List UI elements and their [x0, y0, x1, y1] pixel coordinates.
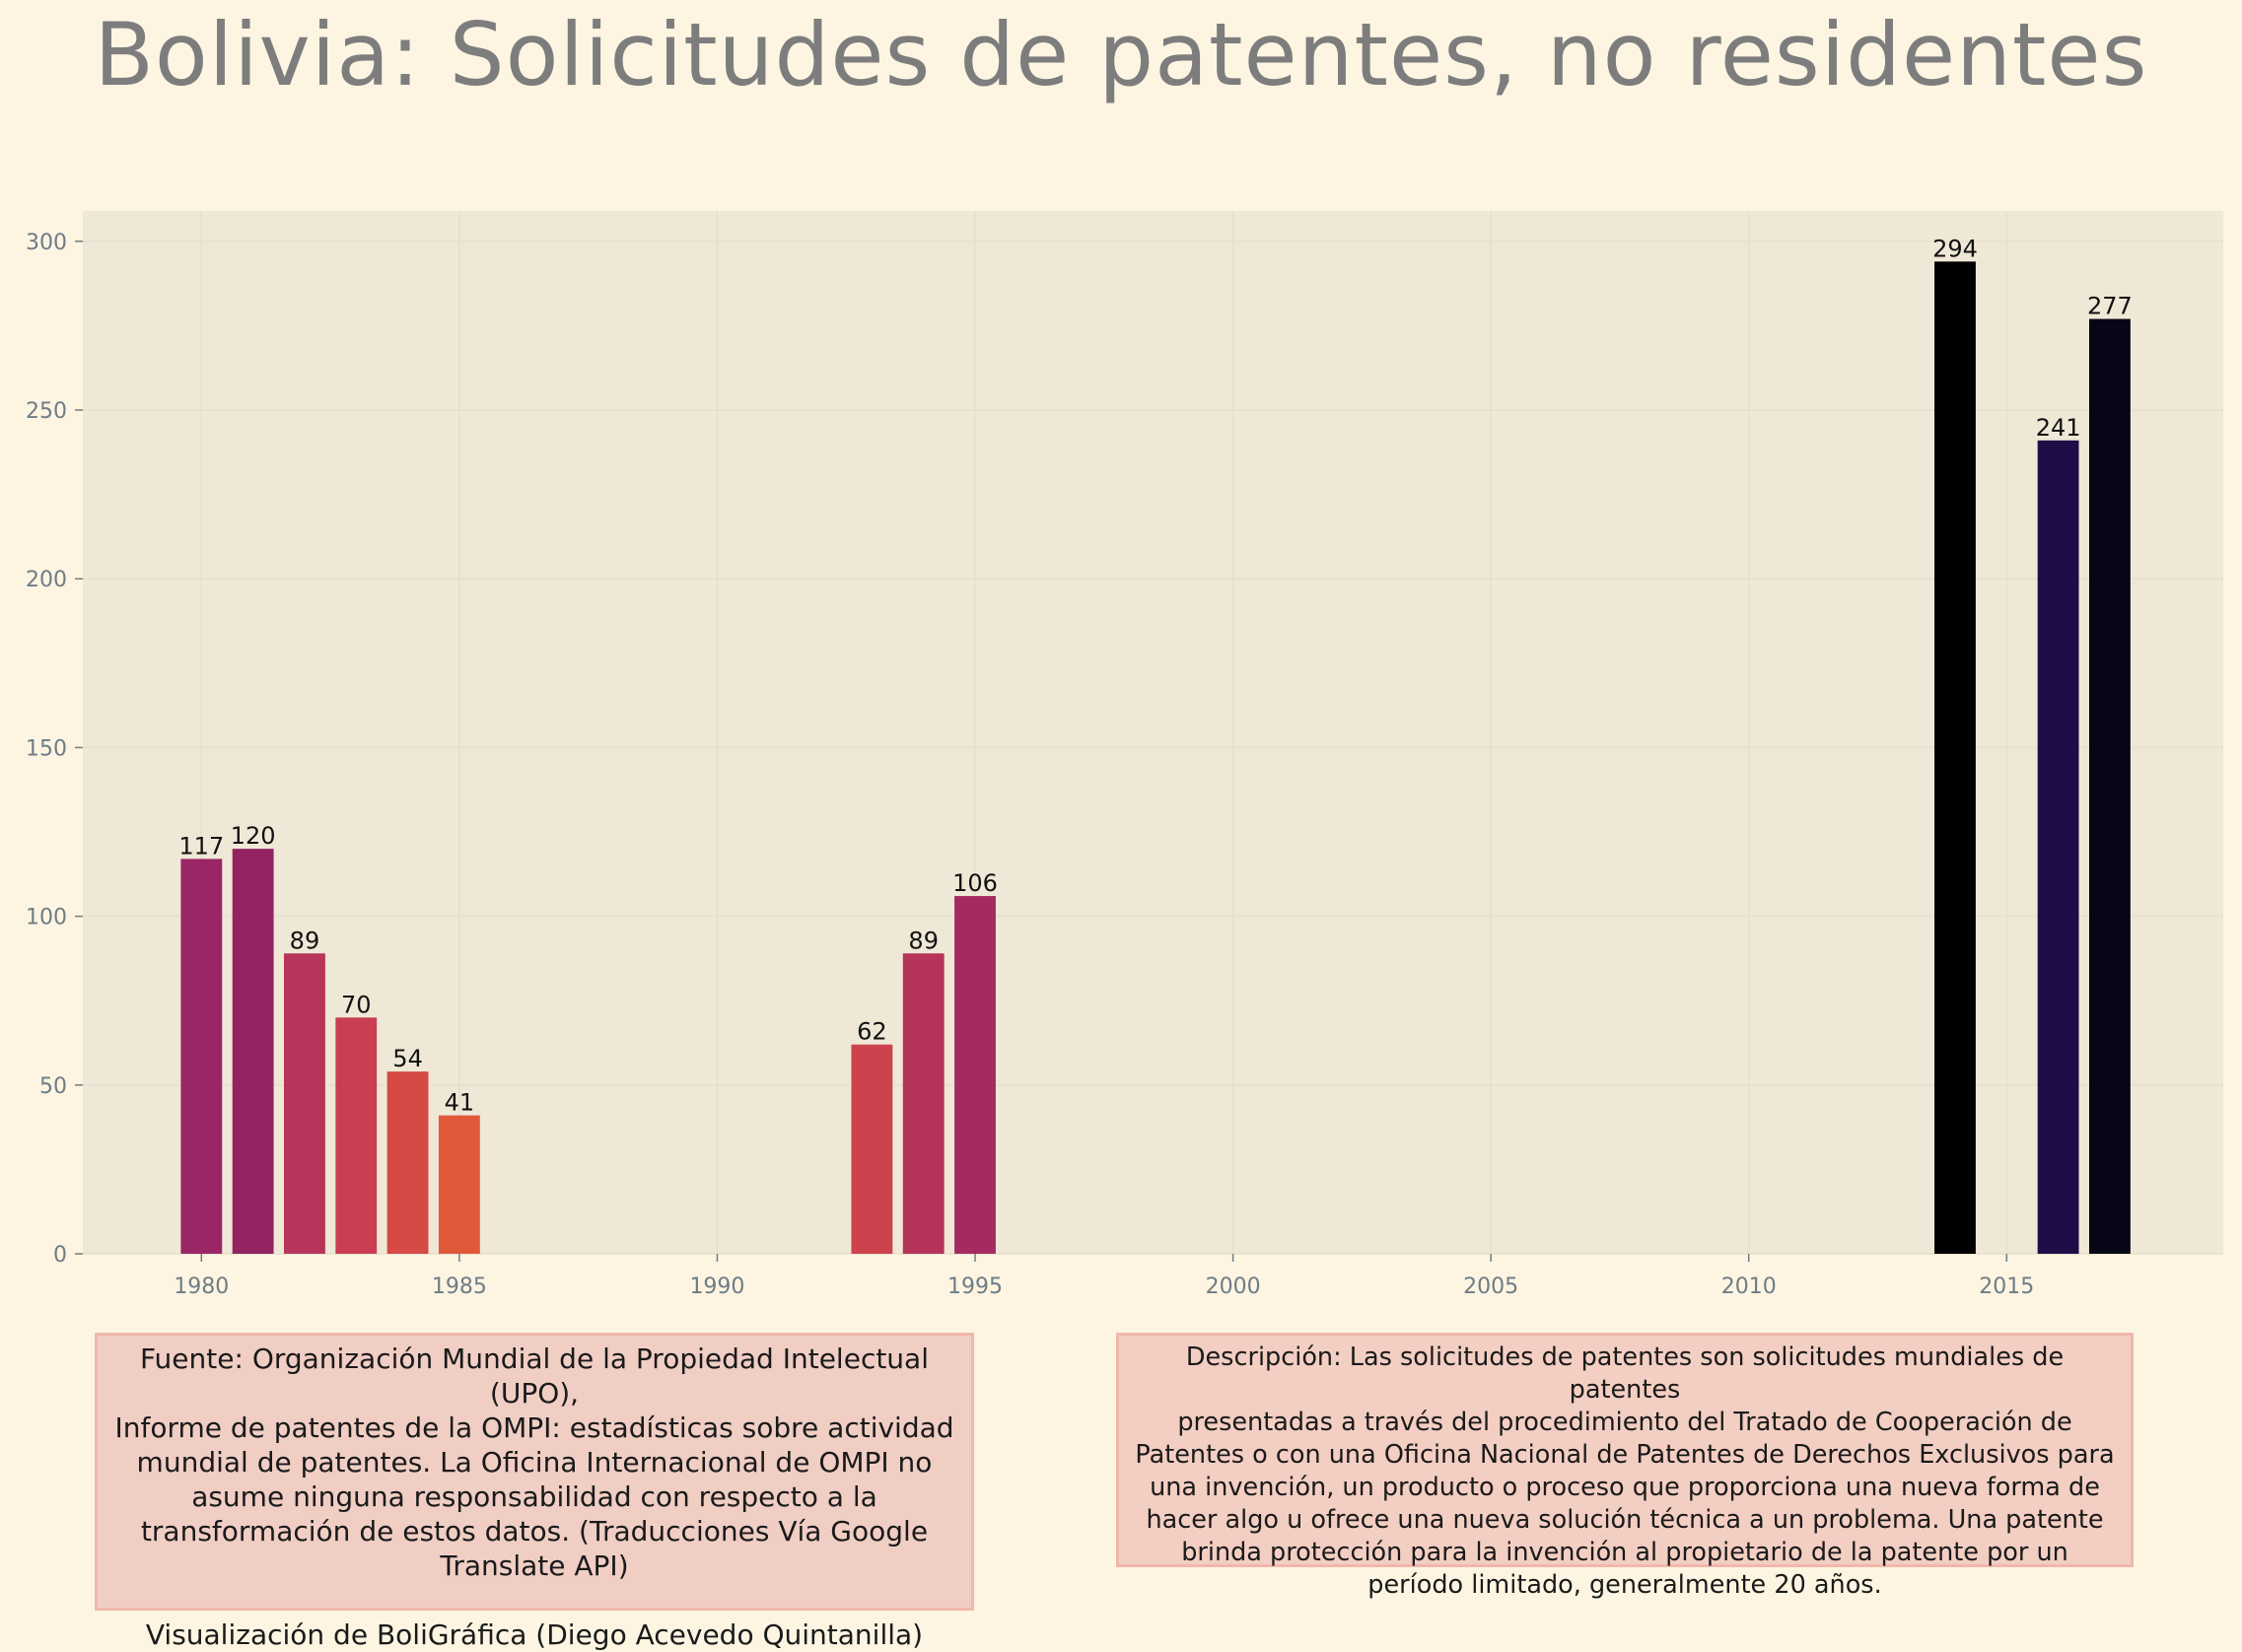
bar-value-label: 89 [908, 927, 939, 954]
description-line: período limitado, generalmente 20 años. [1367, 1570, 1882, 1600]
source-line: Fuente: Organización Mundial de la Propi… [139, 1342, 929, 1410]
bar [954, 896, 996, 1254]
chart-title: Bolivia: Solicitudes de patentes, no res… [94, 4, 2148, 105]
description-line: una invención, un producto o proceso que… [1150, 1473, 2100, 1502]
bar-value-label: 89 [290, 927, 320, 954]
bar [851, 1044, 893, 1254]
y-tick-label: 50 [39, 1074, 67, 1099]
source-line: mundial de patentes. La Oficina Internac… [136, 1446, 933, 1479]
bar [386, 1071, 429, 1254]
bar-chart: 0 50 100 150 200 250 300 1980 1985 1990 1995 2000 20… [26, 211, 2223, 1299]
bar-value-label: 277 [2087, 293, 2133, 320]
description-note: Descripción: Las solicitudes de patentes… [1116, 1333, 2134, 1600]
axes: 0 50 100 150 200 250 300 1980 1985 1990 1995 2000 20… [26, 231, 2034, 1299]
bar-value-label: 120 [231, 822, 276, 850]
source-line: asume ninguna responsabilidad con respec… [191, 1480, 877, 1513]
x-tick-label: 1990 [689, 1274, 744, 1299]
bar-value-label: 294 [1932, 235, 1978, 262]
bar [232, 849, 274, 1254]
plot-area [83, 211, 2223, 1254]
bar [1934, 261, 1976, 1254]
source-line: Translate API) [440, 1549, 629, 1582]
bars [180, 261, 2131, 1254]
description-line: presentadas a través del procedimiento d… [1177, 1408, 2072, 1437]
bar [284, 953, 325, 1254]
source-note: Fuente: Organización Mundial de la Propi… [95, 1333, 974, 1651]
bar-value-label: 41 [445, 1089, 475, 1117]
bar-value-label: 241 [2036, 414, 2081, 442]
bar-value-label: 117 [178, 832, 224, 860]
x-tick-label: 2015 [1979, 1274, 2034, 1299]
bar-value-label: 62 [857, 1018, 887, 1046]
source-line: Informe de patentes de la OMPI: estadíst… [114, 1411, 954, 1444]
description-line: Descripción: Las solicitudes de patentes… [1185, 1342, 2065, 1405]
description-line: hacer algo u ofrece una nueva solución t… [1146, 1505, 2104, 1535]
bar-value-label: 70 [341, 991, 372, 1018]
y-tick-label: 0 [53, 1243, 67, 1268]
bar [335, 1017, 378, 1254]
x-tick-label: 2005 [1463, 1274, 1518, 1299]
x-tick-label: 1995 [947, 1274, 1003, 1299]
bar-value-label: 106 [952, 869, 998, 897]
bar [180, 859, 223, 1254]
y-tick-label: 150 [26, 736, 67, 761]
credit-line: Visualización de BoliGráfica (Diego Acev… [145, 1618, 924, 1651]
bar [2088, 318, 2131, 1254]
description-line: brinda protección para la invención al p… [1181, 1538, 2068, 1567]
data-labels: 117 120 89 70 54 41 62 89 106 294 241 277 [178, 235, 2132, 1116]
x-tick-label: 1985 [432, 1274, 487, 1299]
x-tick-label: 1980 [174, 1274, 229, 1299]
bar [2037, 440, 2079, 1254]
x-tick-label: 2000 [1206, 1274, 1261, 1299]
y-tick-label: 200 [26, 568, 67, 592]
bar-value-label: 54 [392, 1045, 423, 1072]
bar [438, 1115, 480, 1254]
source-line: transformación de estos datos. (Traducci… [140, 1515, 929, 1548]
x-tick-label: 2010 [1721, 1274, 1777, 1299]
y-tick-label: 300 [26, 231, 67, 255]
y-tick-label: 100 [26, 906, 67, 930]
bar [902, 953, 945, 1254]
y-tick-label: 250 [26, 399, 67, 424]
description-line: Patentes o con una Oficina Nacional de P… [1135, 1440, 2115, 1470]
